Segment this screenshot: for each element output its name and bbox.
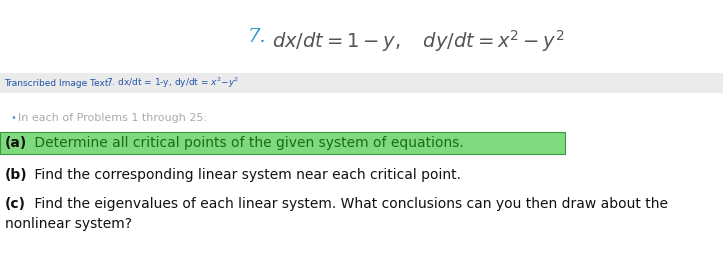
Bar <box>0 132 565 154</box>
Text: Find the eigenvalues of each linear system. What conclusions can you then draw a: Find the eigenvalues of each linear syst… <box>30 197 668 211</box>
Text: Find the corresponding linear system near each critical point.: Find the corresponding linear system nea… <box>30 168 461 182</box>
Text: nonlinear system?: nonlinear system? <box>5 217 132 231</box>
Text: $dx/dt = 1 - y,$   $dy/dt = x^2 - y^2$: $dx/dt = 1 - y,$ $dy/dt = x^2 - y^2$ <box>272 28 565 54</box>
Text: (b): (b) <box>5 168 27 182</box>
Text: (a): (a) <box>5 136 27 150</box>
Bar <box>0 73 723 93</box>
Text: Transcribed Image Text:: Transcribed Image Text: <box>4 78 111 88</box>
Text: In each of Problems 1 through 25:: In each of Problems 1 through 25: <box>18 113 207 123</box>
Text: (c): (c) <box>5 197 26 211</box>
Text: 7. dx/dt = 1-y, dy/dt = $x^2$$ - y^2$: 7. dx/dt = 1-y, dy/dt = $x^2$$ - y^2$ <box>106 76 239 90</box>
Text: •: • <box>10 113 16 123</box>
Text: 7.: 7. <box>248 28 267 46</box>
Text: Determine all critical points of the given system of equations.: Determine all critical points of the giv… <box>30 136 463 150</box>
